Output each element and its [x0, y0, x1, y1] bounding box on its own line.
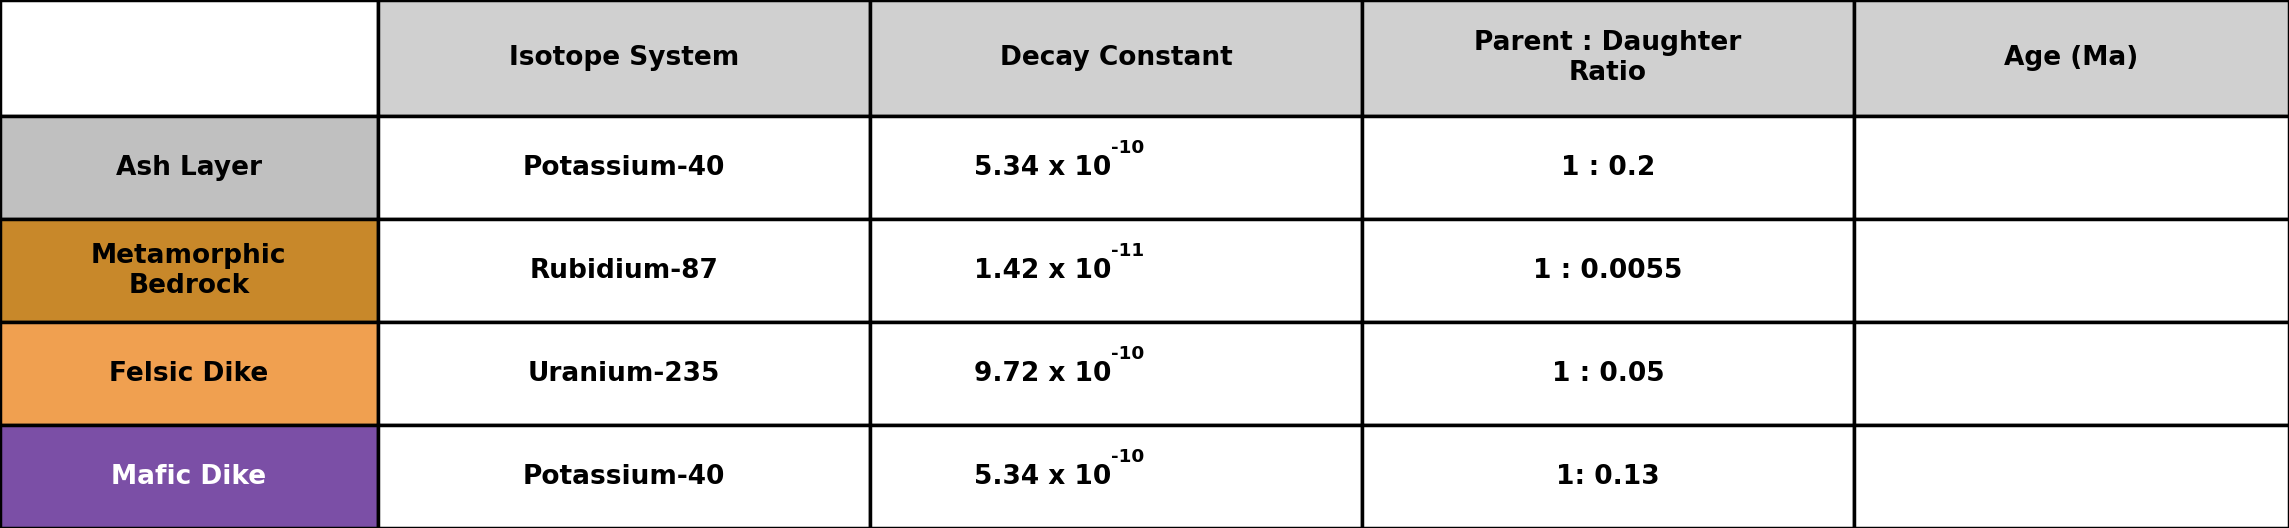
FancyBboxPatch shape	[870, 219, 1362, 322]
FancyBboxPatch shape	[378, 219, 870, 322]
Text: 1 : 0.0055: 1 : 0.0055	[1534, 258, 1682, 284]
Text: Uranium-235: Uranium-235	[526, 361, 721, 386]
Text: Ash Layer: Ash Layer	[117, 155, 261, 181]
FancyBboxPatch shape	[1362, 219, 1854, 322]
Text: 1.42 x 10: 1.42 x 10	[973, 258, 1112, 284]
Text: Parent : Daughter
Ratio: Parent : Daughter Ratio	[1474, 30, 1742, 86]
FancyBboxPatch shape	[1854, 425, 2289, 528]
FancyBboxPatch shape	[0, 219, 378, 322]
FancyBboxPatch shape	[870, 116, 1362, 219]
Text: 1 : 0.2: 1 : 0.2	[1561, 155, 1655, 181]
FancyBboxPatch shape	[1854, 0, 2289, 116]
FancyBboxPatch shape	[0, 322, 378, 425]
FancyBboxPatch shape	[378, 116, 870, 219]
FancyBboxPatch shape	[378, 0, 870, 116]
FancyBboxPatch shape	[870, 322, 1362, 425]
FancyBboxPatch shape	[1362, 322, 1854, 425]
Text: -10: -10	[1112, 345, 1144, 363]
Text: 1 : 0.05: 1 : 0.05	[1552, 361, 1664, 386]
FancyBboxPatch shape	[0, 425, 378, 528]
Text: 1: 0.13: 1: 0.13	[1557, 464, 1660, 489]
Text: Age (Ma): Age (Ma)	[2005, 45, 2138, 71]
FancyBboxPatch shape	[870, 425, 1362, 528]
Text: Potassium-40: Potassium-40	[522, 155, 726, 181]
Text: Rubidium-87: Rubidium-87	[529, 258, 719, 284]
Text: Potassium-40: Potassium-40	[522, 464, 726, 489]
FancyBboxPatch shape	[870, 0, 1362, 116]
Text: Felsic Dike: Felsic Dike	[110, 361, 268, 386]
Text: -10: -10	[1112, 448, 1144, 466]
FancyBboxPatch shape	[1362, 0, 1854, 116]
FancyBboxPatch shape	[0, 116, 378, 219]
Text: Decay Constant: Decay Constant	[1000, 45, 1231, 71]
Text: Mafic Dike: Mafic Dike	[112, 464, 266, 489]
FancyBboxPatch shape	[1854, 219, 2289, 322]
FancyBboxPatch shape	[1362, 116, 1854, 219]
FancyBboxPatch shape	[1854, 322, 2289, 425]
FancyBboxPatch shape	[1854, 116, 2289, 219]
FancyBboxPatch shape	[378, 322, 870, 425]
Text: -11: -11	[1112, 242, 1144, 260]
FancyBboxPatch shape	[378, 425, 870, 528]
Text: 9.72 x 10: 9.72 x 10	[973, 361, 1112, 386]
Text: 5.34 x 10: 5.34 x 10	[975, 464, 1112, 489]
Text: -10: -10	[1112, 139, 1144, 157]
FancyBboxPatch shape	[0, 0, 378, 116]
FancyBboxPatch shape	[1362, 425, 1854, 528]
Text: 5.34 x 10: 5.34 x 10	[975, 155, 1112, 181]
Text: Metamorphic
Bedrock: Metamorphic Bedrock	[92, 242, 286, 299]
Text: Isotope System: Isotope System	[508, 45, 739, 71]
